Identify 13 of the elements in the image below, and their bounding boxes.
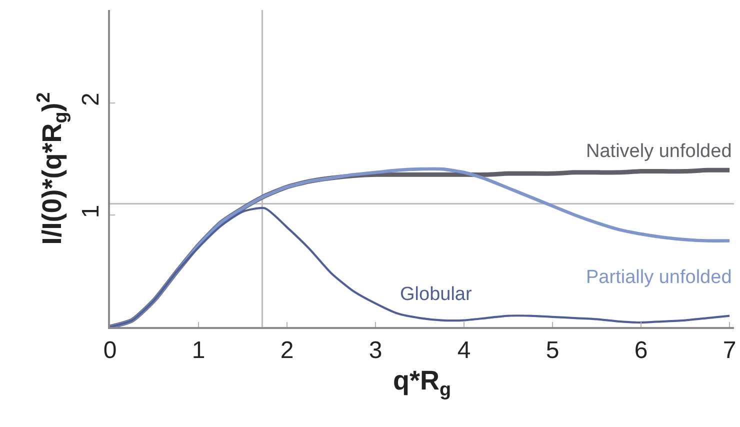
x-tick-label: 5: [546, 336, 560, 364]
series-label: Natively unfolded: [586, 141, 732, 162]
x-axis-title: q*R$_{g}$: [392, 366, 452, 400]
x-tick-label: 3: [368, 336, 382, 364]
x-tick-label: 2: [280, 336, 294, 364]
x-tick-label: 0: [103, 336, 117, 364]
x-tick-label: 7: [722, 336, 736, 364]
series-label: Partially unfolded: [586, 267, 732, 288]
x-tick-label: 6: [634, 336, 648, 364]
x-tick-label: 1: [192, 336, 206, 364]
line-series: [110, 207, 731, 327]
series-label: Globular: [400, 284, 472, 305]
x-tick-label: 4: [457, 336, 471, 364]
